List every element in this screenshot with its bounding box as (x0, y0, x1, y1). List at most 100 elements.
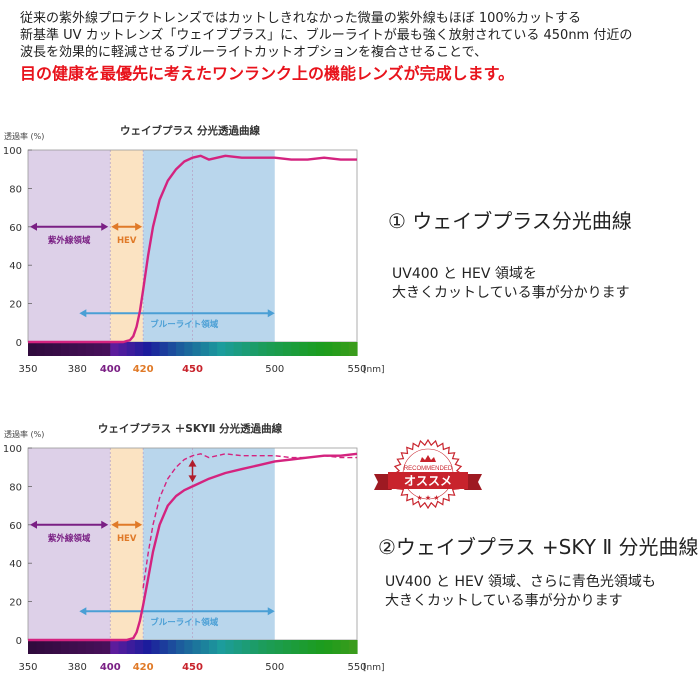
description-text-1: UV400 と HEV 領域を 大きくカットしている事が分かります (392, 265, 630, 303)
x-tick-label: 350 (18, 364, 37, 375)
badge-ribbon (388, 472, 468, 489)
spectrum-segment (291, 342, 301, 356)
spectrum-segment (44, 342, 54, 356)
x-tick-label: 450 (182, 662, 203, 673)
blue-light-region-arrow-head-right (267, 309, 275, 318)
y-tick-label: 80 (9, 184, 22, 195)
spectrum-segment (159, 640, 169, 654)
spectrum-segment (282, 342, 292, 356)
spectrum-segment (241, 342, 251, 356)
y-tick-label: 40 (9, 261, 22, 272)
x-tick-label: 420 (133, 364, 154, 375)
reduction-indicator-head-up (188, 459, 197, 467)
y-tick-label: 60 (9, 521, 22, 532)
badge-stars-icon: ★ ★ ★ (416, 494, 439, 502)
spectrum-segment (176, 342, 185, 356)
y-tick-label: 80 (9, 482, 22, 493)
spectrum-segment (274, 640, 284, 654)
y-tick-label: 0 (16, 636, 22, 647)
reference-curve-dashed (142, 453, 357, 589)
y-tick-label: 20 (9, 300, 22, 311)
spectrum-segment (28, 640, 37, 654)
spectrum-segment (315, 640, 325, 654)
hev-region-band (110, 150, 144, 342)
chart-title: ウェイブプラス ＋SKYⅡ 分光透過曲線 (98, 422, 283, 435)
uv-region-arrow-head-right (101, 520, 109, 529)
intro-line-3: 波長を効果的に軽減させるブルーライトカットオプションを複合させることで、 (20, 45, 488, 60)
spectrum-segment (85, 640, 95, 654)
reduction-indicator-head-down (188, 475, 197, 483)
spectrum-segment (192, 342, 202, 356)
spectrum-segment (44, 640, 54, 654)
x-tick-label: 500 (265, 364, 284, 375)
recommended-badge: RECOMMENDED オススメ ★ ★ ★ (374, 438, 482, 510)
x-tick-label: 400 (100, 364, 121, 375)
spectrum-segment (52, 640, 62, 654)
spectrum-segment (348, 342, 358, 356)
blue-light-region-arrow-head-left (79, 309, 87, 318)
description-text-2: UV400 と HEV 領域、さらに青色光領域も 大きくカットしている事が分かり… (385, 573, 656, 611)
hev-region-arrow-head-left (111, 222, 119, 231)
spectrum-segment (167, 342, 177, 356)
x-tick-label: 500 (265, 662, 284, 673)
badge-ribbon-right (464, 474, 482, 490)
spectrum-segment (60, 640, 70, 654)
spectrum-segment (332, 640, 342, 654)
spectrum-segment (77, 342, 87, 356)
spectrum-segment (258, 342, 268, 356)
spectrum-segment (102, 342, 111, 356)
spectrum-segment (151, 640, 161, 654)
x-tick-label: 420 (133, 662, 154, 673)
hev-region-arrow (111, 222, 143, 231)
spectrum-bar (28, 640, 358, 654)
spectrum-segment (184, 342, 194, 356)
y-tick-label: 40 (9, 559, 22, 570)
y-tick-label: 100 (3, 444, 22, 455)
y-axis-label: 透過率 (%) (4, 131, 44, 141)
spectrum-segment (282, 640, 292, 654)
uv-region-arrow-head-left (30, 222, 37, 231)
transmittance-curve (28, 452, 358, 642)
blue-light-region-label: ブルーライト領域 (150, 617, 219, 628)
spectrum-segment (118, 342, 128, 356)
chart-title: ウェイブプラス 分光透過曲線 (120, 124, 260, 137)
spectrum-segment (85, 342, 95, 356)
uv-region-label: 紫外線領域 (48, 533, 91, 544)
spectrum-segment (217, 640, 226, 654)
spectrum-segment (200, 640, 210, 654)
spectrum-segment (217, 342, 226, 356)
hev-region-label: HEV (117, 236, 137, 246)
spectrum-segment (340, 640, 350, 654)
uv-region-arrow-head-left (30, 520, 37, 529)
spectrum-segment (299, 640, 309, 654)
spectrum-segment (225, 640, 235, 654)
spectrum-segment (69, 640, 78, 654)
spectrum-segment (307, 640, 317, 654)
spectrum-segment (291, 640, 301, 654)
y-tick-label: 60 (9, 223, 22, 234)
spectrum-segment (324, 342, 333, 356)
blue-light-region-arrow (79, 309, 275, 318)
uv-region-band (28, 150, 111, 342)
spectrum-segment (250, 342, 259, 356)
spectrum-segment (340, 342, 350, 356)
uv-region-label: 紫外線領域 (48, 235, 91, 246)
spectrum-segment (28, 342, 37, 356)
spectrum-segment (110, 342, 120, 356)
intro-text: 従来の紫外線プロテクトレンズではカットしきれなかった微量の紫外線もほぼ 100%… (20, 10, 690, 85)
badge-recommended-text: RECOMMENDED (404, 466, 453, 472)
spectrum-segment (266, 342, 276, 356)
spectrum-segment (241, 640, 251, 654)
x-tick-label: 380 (68, 662, 87, 673)
blue-light-region-arrow-head-right (267, 607, 275, 616)
spectrum-segment (126, 640, 136, 654)
description-1-line-1: UV400 と HEV 領域を (392, 266, 537, 282)
spectrum-bar (28, 342, 358, 356)
spectrum-segment (250, 640, 259, 654)
spectrum-segment (258, 640, 268, 654)
spectrum-segment (299, 342, 309, 356)
spectrum-segment (324, 640, 333, 654)
reduction-indicator (188, 459, 197, 483)
spectrum-segment (159, 342, 169, 356)
